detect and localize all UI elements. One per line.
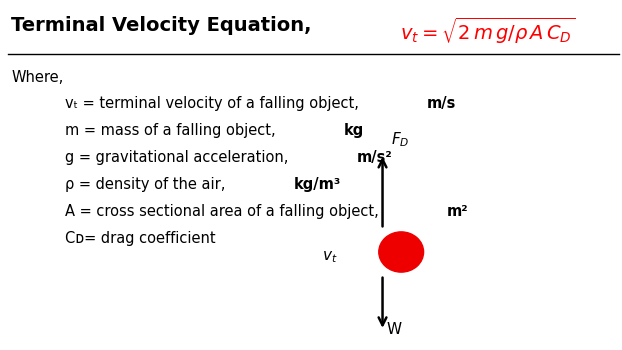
Text: m/s: m/s	[427, 96, 457, 111]
Text: $F_D$: $F_D$	[391, 130, 409, 149]
Text: vₜ = terminal velocity of a falling object,: vₜ = terminal velocity of a falling obje…	[65, 96, 364, 111]
Ellipse shape	[379, 232, 424, 272]
Text: $v_t = \sqrt{2\,m\,g/\rho\,A\,C_D}$: $v_t = \sqrt{2\,m\,g/\rho\,A\,C_D}$	[401, 16, 576, 46]
Text: Where,: Where,	[11, 70, 63, 85]
Text: m/s²: m/s²	[356, 150, 392, 165]
Text: g = gravitational acceleration,: g = gravitational acceleration,	[65, 150, 294, 165]
Text: A = cross sectional area of a falling object,: A = cross sectional area of a falling ob…	[65, 204, 384, 219]
Text: kg: kg	[343, 123, 364, 138]
Text: m²: m²	[447, 204, 468, 219]
Text: $v_t$: $v_t$	[322, 250, 338, 265]
Text: Terminal Velocity Equation,: Terminal Velocity Equation,	[11, 16, 325, 35]
Text: kg/m³: kg/m³	[294, 177, 341, 192]
Text: Cᴅ= drag coefficient: Cᴅ= drag coefficient	[65, 231, 216, 246]
Text: W: W	[387, 322, 402, 337]
Text: m = mass of a falling object,: m = mass of a falling object,	[65, 123, 281, 138]
Text: ρ = density of the air,: ρ = density of the air,	[65, 177, 230, 192]
